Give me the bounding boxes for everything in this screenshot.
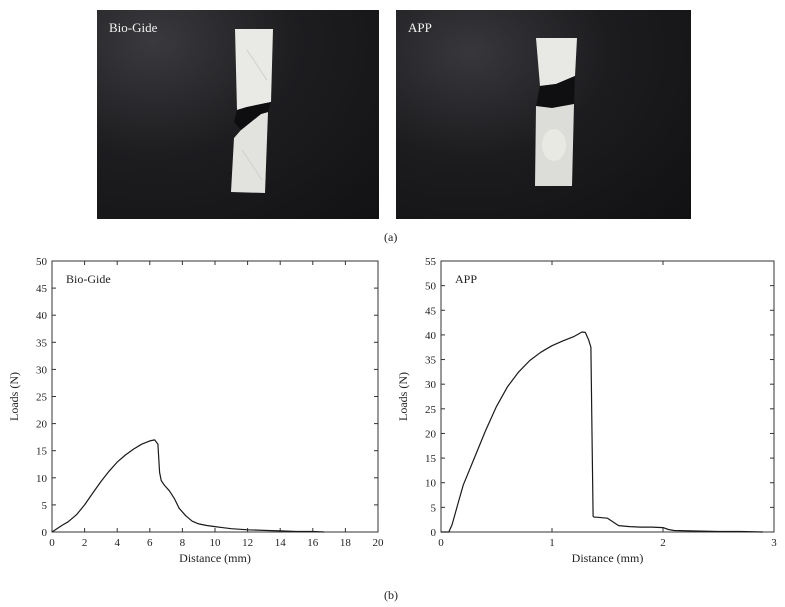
photo-label-app: APP <box>408 20 432 35</box>
x-tick-label-bio-gide: 10 <box>210 537 222 549</box>
x-tick-label-app: 2 <box>660 537 666 549</box>
y-tick-label-bio-gide: 0 <box>42 527 48 539</box>
y-tick-label-bio-gide: 50 <box>36 256 48 268</box>
y-tick-label-bio-gide: 5 <box>42 500 48 512</box>
x-axis-label-app: Distance (mm) <box>572 551 644 565</box>
x-tick-label-bio-gide: 0 <box>49 537 55 549</box>
y-tick-label-bio-gide: 25 <box>36 392 48 404</box>
series-line-app <box>441 331 763 533</box>
y-tick-label-bio-gide: 30 <box>36 364 48 376</box>
x-tick-label-app: 1 <box>549 537 555 549</box>
y-tick-label-bio-gide: 15 <box>36 446 48 458</box>
y-tick-label-app: 25 <box>425 404 437 416</box>
x-tick-label-bio-gide: 8 <box>180 537 186 549</box>
y-tick-label-app: 0 <box>431 527 437 539</box>
y-tick-label-bio-gide: 20 <box>36 419 48 431</box>
y-tick-label-app: 5 <box>431 502 437 514</box>
y-axis-label-bio-gide: Loads (N) <box>7 372 21 421</box>
y-tick-label-app: 50 <box>425 281 437 293</box>
x-tick-label-bio-gide: 18 <box>340 537 352 549</box>
y-axis-label-app: Loads (N) <box>396 372 410 421</box>
photo-app: APP <box>396 10 691 219</box>
photo-bio-gide: Bio-Gide <box>97 10 379 219</box>
y-tick-label-app: 40 <box>425 330 437 342</box>
x-tick-label-bio-gide: 6 <box>147 537 153 549</box>
y-tick-label-app: 35 <box>425 355 437 367</box>
y-tick-label-app: 10 <box>425 478 437 490</box>
y-tick-label-bio-gide: 40 <box>36 310 48 322</box>
photo-label-bio-gide: Bio-Gide <box>109 20 158 35</box>
plot-frame-bio-gide <box>51 260 379 533</box>
y-tick-label-app: 15 <box>425 453 437 465</box>
y-tick-label-bio-gide: 45 <box>36 283 48 295</box>
x-tick-label-app: 3 <box>771 537 777 549</box>
y-tick-label-bio-gide: 35 <box>36 337 48 349</box>
series-line-bio-gide <box>51 439 325 533</box>
x-tick-label-bio-gide: 14 <box>275 537 287 549</box>
panel-label-a: (a) <box>384 230 398 244</box>
x-tick-label-bio-gide: 16 <box>307 537 319 549</box>
x-tick-label-app: 0 <box>438 537 444 549</box>
y-tick-label-bio-gide: 10 <box>36 473 48 485</box>
y-tick-label-app: 30 <box>425 379 437 391</box>
y-tick-label-app: 45 <box>425 305 437 317</box>
y-tick-label-app: 55 <box>425 256 437 268</box>
panel-label-b: (b) <box>384 588 398 602</box>
y-tick-label-app: 20 <box>425 428 437 440</box>
membrane-strip-bio-gide <box>231 29 273 193</box>
x-axis-label-bio-gide: Distance (mm) <box>179 551 251 565</box>
x-tick-label-bio-gide: 12 <box>242 537 253 549</box>
x-tick-label-bio-gide: 2 <box>82 537 88 549</box>
x-tick-label-bio-gide: 20 <box>373 537 385 549</box>
membrane-strip-app <box>535 38 577 186</box>
plot-frame-app <box>440 260 775 533</box>
series-label-bio-gide: Bio-Gide <box>66 272 111 286</box>
x-tick-label-bio-gide: 4 <box>114 537 120 549</box>
series-label-app: APP <box>455 272 477 286</box>
